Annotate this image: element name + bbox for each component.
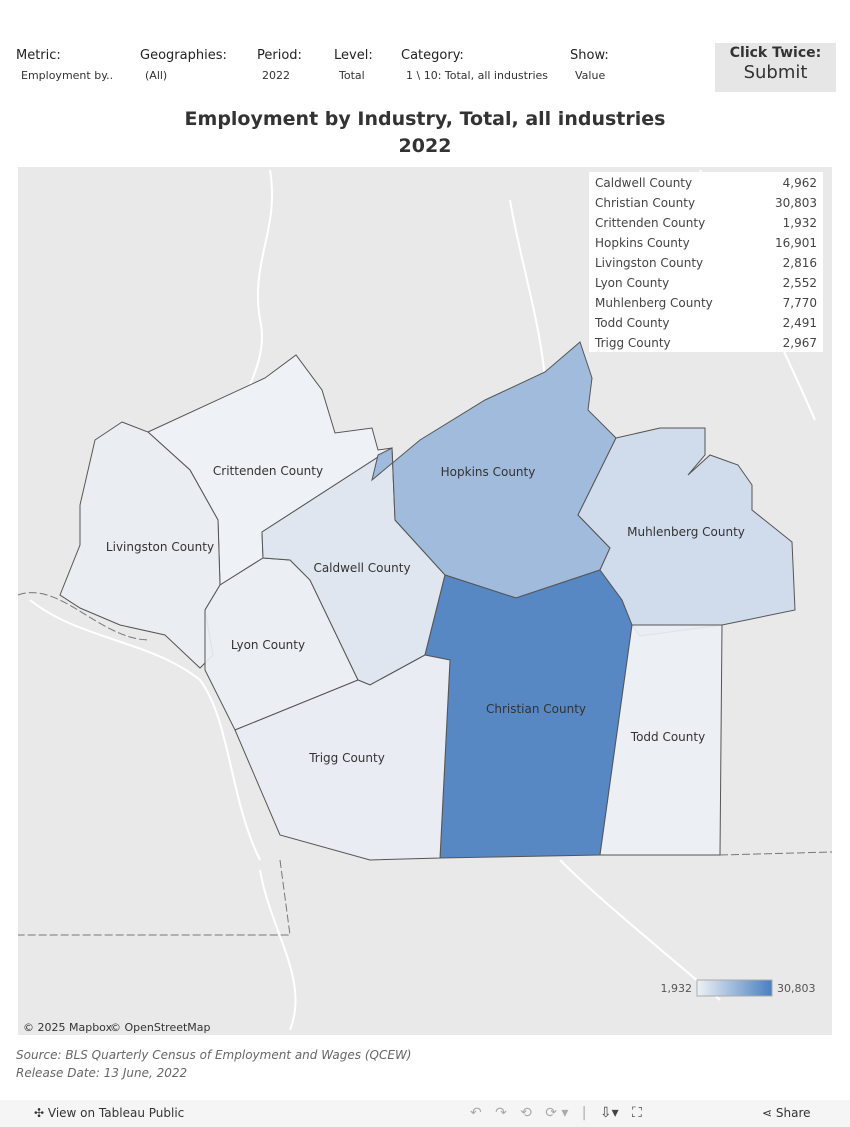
table-name: Crittenden County — [595, 216, 705, 230]
county-label: Lyon County — [231, 638, 305, 652]
table-value: 7,770 — [783, 296, 817, 310]
county[interactable] — [599, 624, 723, 856]
table-name: Hopkins County — [595, 236, 690, 250]
toolbar: ✣ View on Tableau Public ↶ ↷ ⟲ ⟳ ▾ | ⇩▾ … — [0, 1100, 850, 1127]
counties — [59, 341, 796, 861]
filter[interactable]: Show: Value — [570, 48, 609, 82]
title-line: 2022 — [398, 135, 452, 157]
filter[interactable]: Metric: Employment by.. — [16, 48, 113, 82]
table-value: 4,962 — [783, 176, 817, 190]
value-table-bg — [589, 172, 823, 352]
undo-redo: ↶ ↷ ⟲ ⟳ ▾ | ⇩▾ ⛶ — [470, 1105, 642, 1121]
filter[interactable]: Geographies: (All) — [140, 48, 227, 82]
filter-label: Period: — [257, 48, 302, 63]
source: Source: BLS Quarterly Census of Employme… — [16, 1048, 412, 1062]
table-value: 2,491 — [783, 316, 817, 330]
filter-value: 1 \ 10: Total, all industries — [406, 69, 549, 82]
table-value: 2,967 — [783, 336, 817, 350]
county-label: Todd County — [630, 730, 705, 744]
county-label: Crittenden County — [213, 464, 323, 478]
county[interactable] — [59, 421, 221, 669]
table-value: 30,803 — [775, 196, 817, 210]
county-label: Livingston County — [106, 540, 214, 554]
attribution: © 2025 Mapbox — [23, 1021, 113, 1034]
attribution: © OpenStreetMap — [110, 1021, 211, 1034]
share-button[interactable]: ⋖ Share — [762, 1106, 811, 1120]
county[interactable] — [577, 427, 796, 637]
submit-label: Submit — [743, 62, 808, 83]
filter[interactable]: Period: 2022 — [257, 48, 302, 82]
color-ramp — [696, 979, 773, 997]
table-name: Livingston County — [595, 256, 703, 270]
county-label: Trigg County — [308, 751, 385, 765]
legend-min: 1,932 — [661, 982, 693, 995]
county[interactable] — [234, 654, 451, 861]
table-name: Trigg County — [594, 336, 671, 350]
table-value: 2,552 — [783, 276, 817, 290]
table-name: Caldwell County — [595, 176, 692, 190]
table-name: Lyon County — [595, 276, 669, 290]
share-label: Share — [775, 1106, 811, 1120]
table-name: Muhlenberg County — [595, 296, 713, 310]
table-value: 16,901 — [775, 236, 817, 250]
view-label: View on Tableau Public — [47, 1106, 185, 1120]
filter-value: Employment by.. — [21, 69, 114, 82]
release-date: Release Date: 13 June, 2022 — [16, 1066, 188, 1080]
filter-label: Metric: — [16, 48, 61, 63]
state-border — [18, 592, 832, 936]
filter-value: (All) — [145, 69, 168, 82]
title: Employment by Industry, Total, all indus… — [0, 106, 850, 160]
value-table: Caldwell County 4,962 Christian County 30,8… — [594, 176, 817, 350]
filter[interactable]: Level: Total — [334, 48, 373, 82]
county-labels: Crittenden County Livingston County Lyon… — [106, 464, 745, 765]
county-label: Caldwell County — [313, 561, 410, 575]
filter-label: Category: — [401, 48, 464, 63]
submit-hint: Click Twice: — [729, 45, 822, 61]
filter-label: Geographies: — [140, 48, 227, 63]
filter-value: 2022 — [262, 69, 290, 82]
filter[interactable]: Category: 1 \ 10: Total, all industries — [401, 48, 548, 82]
table-name: Todd County — [594, 316, 669, 330]
filter-value: Total — [339, 69, 365, 82]
table-name: Christian County — [595, 196, 695, 210]
filter-value: Value — [575, 69, 606, 82]
table-value: 2,816 — [783, 256, 817, 270]
legend-max: 30,803 — [777, 982, 816, 995]
map[interactable]: Crittenden County Livingston County Lyon… — [18, 167, 832, 1035]
county-label: Christian County — [486, 702, 586, 716]
county-label: Hopkins County — [441, 465, 536, 479]
title-line: Employment by Industry, Total, all indus… — [184, 108, 666, 130]
view-link[interactable]: ✣ View on Tableau Public — [34, 1106, 185, 1120]
submit-button[interactable]: Click Twice: Submit — [715, 43, 836, 92]
filter-label: Level: — [334, 48, 373, 63]
filter-label: Show: — [570, 48, 609, 63]
county-label: Muhlenberg County — [627, 525, 745, 539]
table-value: 1,932 — [783, 216, 817, 230]
